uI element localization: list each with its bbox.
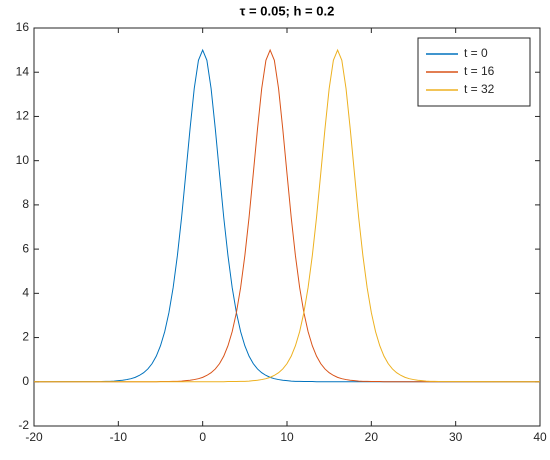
legend: t = 0 t = 16 t = 32: [417, 37, 531, 107]
legend-label: t = 32: [464, 82, 495, 96]
chart-title: τ = 0.05; h = 0.2: [240, 3, 335, 18]
y-tick-label: 14: [16, 64, 30, 78]
y-tick-label: 10: [16, 153, 30, 167]
x-tick-label: 10: [280, 430, 294, 444]
x-tick-label: -20: [25, 430, 43, 444]
y-tick-label: 0: [22, 374, 29, 388]
y-tick-label: -2: [18, 418, 29, 432]
y-tick-label: 8: [22, 197, 29, 211]
y-tick-label: 4: [22, 286, 29, 300]
legend-label: t = 0: [464, 46, 488, 60]
y-tick-label: 16: [16, 20, 30, 34]
y-tick-label: 6: [22, 241, 29, 255]
x-tick-label: -10: [110, 430, 128, 444]
legend-label: t = 16: [464, 64, 495, 78]
x-tick-label: 0: [199, 430, 206, 444]
y-tick-label: 2: [22, 330, 29, 344]
y-tick-label: 12: [16, 109, 30, 123]
x-tick-label: 40: [533, 430, 547, 444]
line-series: [34, 48, 541, 383]
x-tick-label: 20: [365, 430, 379, 444]
x-tick-label: 30: [449, 430, 463, 444]
